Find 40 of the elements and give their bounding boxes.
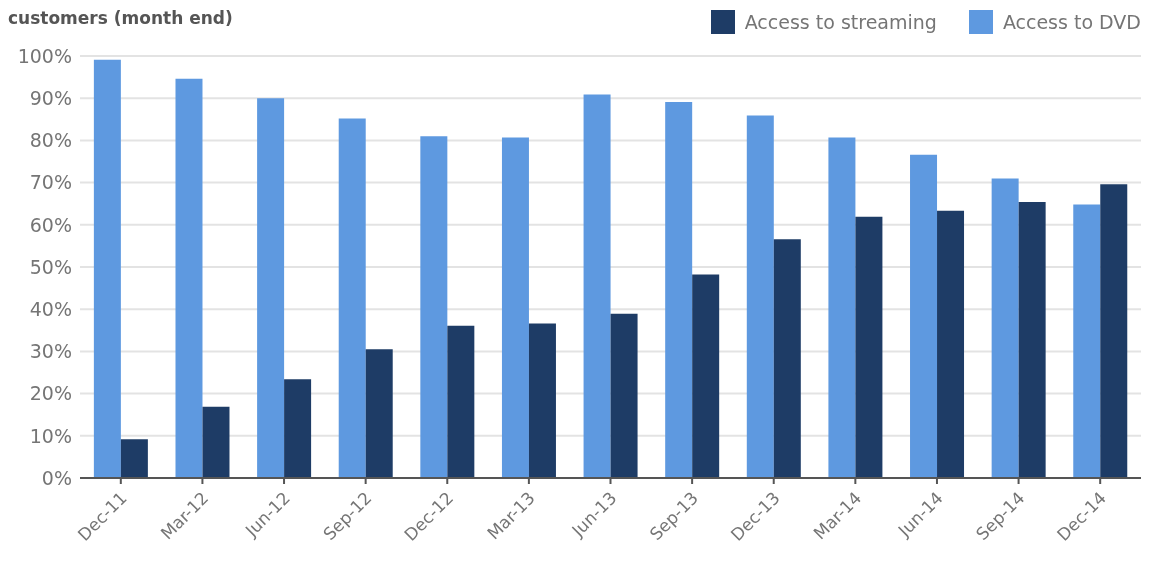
bar bbox=[583, 94, 611, 478]
bar bbox=[284, 379, 312, 478]
bar bbox=[610, 313, 638, 478]
bar bbox=[420, 136, 448, 478]
bar bbox=[665, 102, 693, 478]
bar bbox=[447, 325, 475, 478]
y-tick-label: 90% bbox=[29, 86, 72, 109]
y-tick-label: 0% bbox=[41, 466, 72, 489]
bar bbox=[202, 406, 230, 478]
bar bbox=[120, 439, 148, 478]
y-tick-label: 60% bbox=[29, 213, 72, 236]
chart-title: customers (month end) bbox=[8, 8, 233, 28]
y-tick-label: 50% bbox=[29, 255, 72, 278]
bar bbox=[855, 216, 883, 478]
bar bbox=[338, 118, 366, 478]
legend-label: Access to DVD bbox=[1002, 11, 1141, 33]
bar bbox=[175, 78, 203, 478]
y-tick-label: 40% bbox=[29, 297, 72, 320]
y-tick-label: 30% bbox=[29, 340, 72, 363]
bar bbox=[93, 59, 121, 478]
legend-label: Access to streaming bbox=[744, 11, 937, 33]
bar bbox=[991, 178, 1019, 478]
bar bbox=[501, 137, 529, 478]
y-tick-label: 20% bbox=[29, 382, 72, 405]
bar bbox=[828, 137, 856, 478]
y-tick-label: 100% bbox=[17, 44, 72, 67]
y-tick-label: 10% bbox=[29, 424, 72, 447]
bar bbox=[257, 98, 285, 478]
bar bbox=[1018, 202, 1046, 478]
bar bbox=[773, 239, 801, 478]
bar bbox=[937, 210, 965, 478]
y-tick-label: 70% bbox=[29, 171, 72, 194]
bar bbox=[365, 349, 393, 478]
bar bbox=[528, 323, 556, 478]
bar bbox=[910, 154, 938, 478]
y-tick-label: 80% bbox=[29, 129, 72, 152]
bar bbox=[1100, 184, 1128, 478]
bar bbox=[1073, 204, 1101, 478]
bar bbox=[746, 115, 774, 478]
bar bbox=[692, 274, 720, 478]
